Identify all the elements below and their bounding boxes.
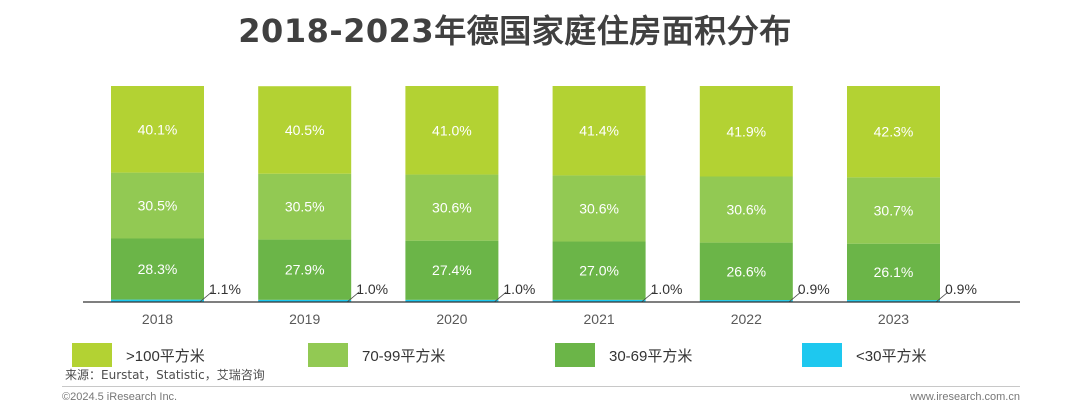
bar-segment-2020-30-69 [405,240,499,300]
bar-segment-2018-under-30 [111,299,204,302]
legend-item-70-99: 70-99平方米 [308,340,445,370]
source-note: 来源：Eurstat，Statistic，艾瑞咨询 [65,368,265,382]
data-label-2018-70-99: 30.5% [138,198,178,214]
legend-label-30-69: 30-69平方米 [609,347,693,365]
leader-line-2019-under-30 [346,291,360,303]
bar-segment-2021-over-100 [552,86,646,176]
data-label-2021-over-100: 41.4% [579,123,619,139]
stacked-bar-chart: 28.3% 30.5% 40.1% 1.1% 2018 27.9% 30.5% 40.5% 1.… [83,86,1020,327]
bar-segment-2020-over-100 [405,86,499,175]
bar-segment-2019-under-30 [258,299,352,302]
bar-segment-2022-30-69 [699,242,793,301]
data-label-2023-under-30: 0.9% [945,281,977,297]
bar-segment-2023-70-99 [847,177,940,244]
chart-title: 2018-2023年德国家庭住房面积分布 [238,12,792,50]
bar-segment-2018-70-99 [111,172,204,239]
website-text: www.iresearch.com.cn [909,391,1020,403]
data-label-2020-over-100: 41.0% [432,122,472,138]
bar-segment-2019-70-99 [258,173,352,240]
data-label-2022-30-69: 26.6% [726,263,766,279]
leader-line-2018-under-30 [199,291,213,303]
legend-swatch-over-100 [72,343,112,367]
data-label-2019-30-69: 27.9% [285,262,325,278]
leader-line-2023-under-30 [935,291,949,303]
data-label-2022-70-99: 30.6% [726,202,766,218]
legend-swatch-70-99 [308,343,348,367]
legend-item-under-30: <30平方米 [802,340,926,370]
data-label-2023-over-100: 42.3% [874,124,914,140]
bar-segment-2022-70-99 [699,176,793,243]
data-label-2023-30-69: 26.1% [874,264,914,280]
legend-item-over-100: >100平方米 [72,340,205,370]
legend-label-under-30: <30平方米 [856,347,927,365]
data-label-2021-30-69: 27.0% [579,263,619,279]
data-label-2020-70-99: 30.6% [432,200,472,216]
data-label-2021-under-30: 1.0% [651,281,683,297]
bar-segment-2023-under-30 [847,300,940,302]
data-label-2023-70-99: 30.7% [874,203,914,219]
data-label-2022-over-100: 41.9% [726,123,766,139]
data-label-2022-under-30: 0.9% [798,281,830,297]
bar-segment-2018-over-100 [111,86,204,173]
footer-divider [62,386,1020,387]
bar-segment-2021-30-69 [552,241,646,300]
copyright-text: ©2024.5 iResearch Inc. [62,391,178,403]
bar-segment-2018-30-69 [111,238,204,300]
legend-label-70-99: 70-99平方米 [362,347,446,365]
x-tick-label-2023: 2023 [878,311,909,327]
leader-line-2020-under-30 [494,291,507,303]
x-tick-label-2021: 2021 [584,311,615,327]
data-label-2019-over-100: 40.5% [285,122,325,138]
bar-segment-2022-over-100 [699,86,793,177]
bar-segment-2020-under-30 [405,299,499,302]
data-label-2018-30-69: 28.3% [138,261,178,277]
data-label-2021-70-99: 30.6% [579,200,619,216]
x-tick-label-2022: 2022 [731,311,762,327]
bar-segment-2023-30-69 [847,243,940,301]
leader-line-2021-under-30 [641,291,654,303]
data-label-2020-under-30: 1.0% [503,281,535,297]
data-label-2018-over-100: 40.1% [138,121,178,137]
legend-label-over-100: >100平方米 [126,347,205,365]
bar-segment-2020-70-99 [405,174,499,241]
data-label-2020-30-69: 27.4% [432,262,472,278]
bar-segment-2023-over-100 [847,86,940,178]
bar-segment-2021-under-30 [552,299,646,302]
x-tick-label-2020: 2020 [436,311,467,327]
bar-segment-2021-70-99 [552,175,646,242]
bar-segment-2019-30-69 [258,239,352,300]
leader-line-2022-under-30 [788,291,802,303]
x-tick-label-2018: 2018 [142,311,173,327]
data-label-2019-70-99: 30.5% [285,199,325,215]
x-tick-label-2019: 2019 [289,311,320,327]
data-label-2018-under-30: 1.1% [209,281,241,297]
legend-swatch-under-30 [802,343,842,367]
legend: >100平方米 70-99平方米 30-69平方米 <30平方米 [0,340,1080,370]
legend-item-30-69: 30-69平方米 [555,340,692,370]
bar-segment-2022-under-30 [699,300,793,302]
legend-swatch-30-69 [555,343,595,367]
bar-segment-2019-over-100 [258,86,352,174]
data-label-2019-under-30: 1.0% [356,281,388,297]
